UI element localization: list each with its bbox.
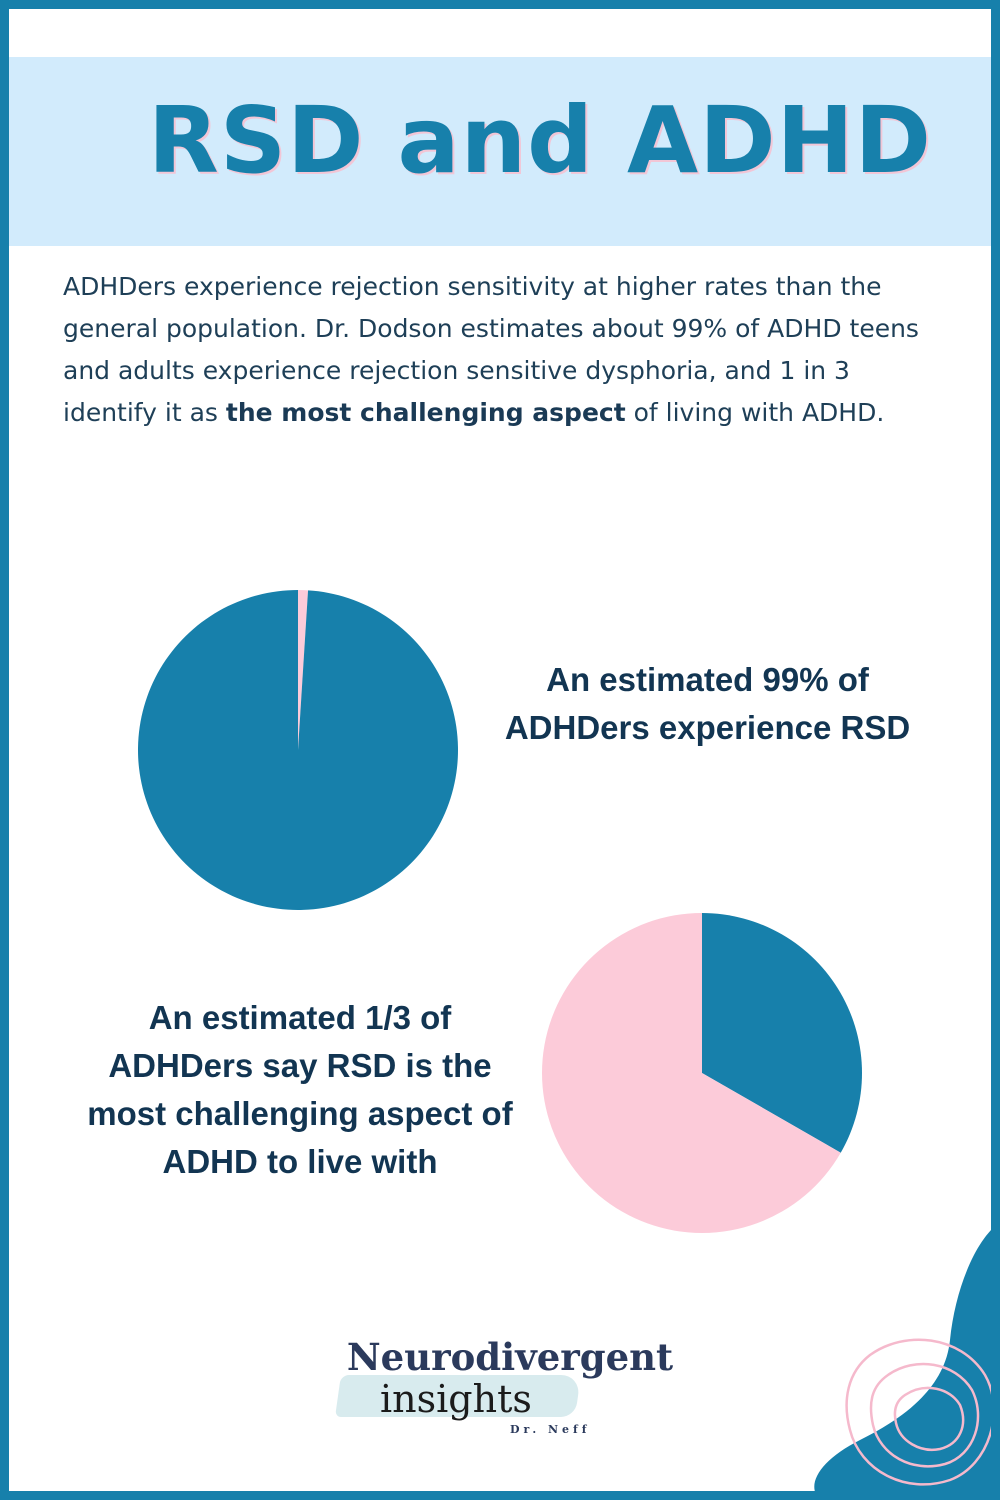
intro-text-part2: of living with ADHD.: [625, 398, 885, 427]
contour-lines: [845, 1338, 995, 1486]
intro-emphasis: the most challenging aspect: [225, 398, 626, 427]
logo-text-author: Dr. Neff: [510, 1423, 591, 1436]
pie-chart-rsd-prevalence: [137, 590, 459, 910]
pie-slice-rsd-most-challenging-aspect: [702, 913, 862, 1153]
logo-text-insights: insights: [380, 1377, 532, 1421]
intro-text-part1: ADHDers experience rejection sensitivity…: [63, 272, 919, 427]
pie-chart-rsd-most-challenging: [542, 913, 862, 1233]
pie-2-caption-line4: ADHD to live with: [162, 1143, 438, 1180]
pie-1-caption: An estimated 99% of ADHDers experience RS…: [485, 656, 930, 752]
brand-logo: Neurodivergent insights Dr. Neff: [320, 1325, 700, 1445]
intro-paragraph: ADHDers experience rejection sensitivity…: [63, 266, 938, 434]
pie-1-caption-line1: An estimated 99% of: [546, 661, 869, 698]
pie-slice-experience-rsd: [137, 590, 459, 910]
title-band: [0, 57, 1000, 246]
pie-2-caption: An estimated 1/3 of ADHDers say RSD is th…: [75, 994, 525, 1186]
pie-1-caption-line2: ADHDers experience RSD: [504, 709, 911, 746]
pie-2-caption-line3: most challenging aspect of: [87, 1095, 513, 1132]
pie-slice-do-not-experience-rsd: [298, 590, 309, 750]
page-title: RSD and ADHD: [148, 87, 932, 194]
logo-text-neurodivergent: Neurodivergent: [346, 1335, 674, 1379]
blob-shape: [814, 1222, 1000, 1500]
pie-2-caption-line1: An estimated 1/3 of: [148, 999, 452, 1036]
pie-2-caption-line2: ADHDers say RSD is the: [108, 1047, 492, 1084]
pie-slice-other: [542, 913, 841, 1233]
